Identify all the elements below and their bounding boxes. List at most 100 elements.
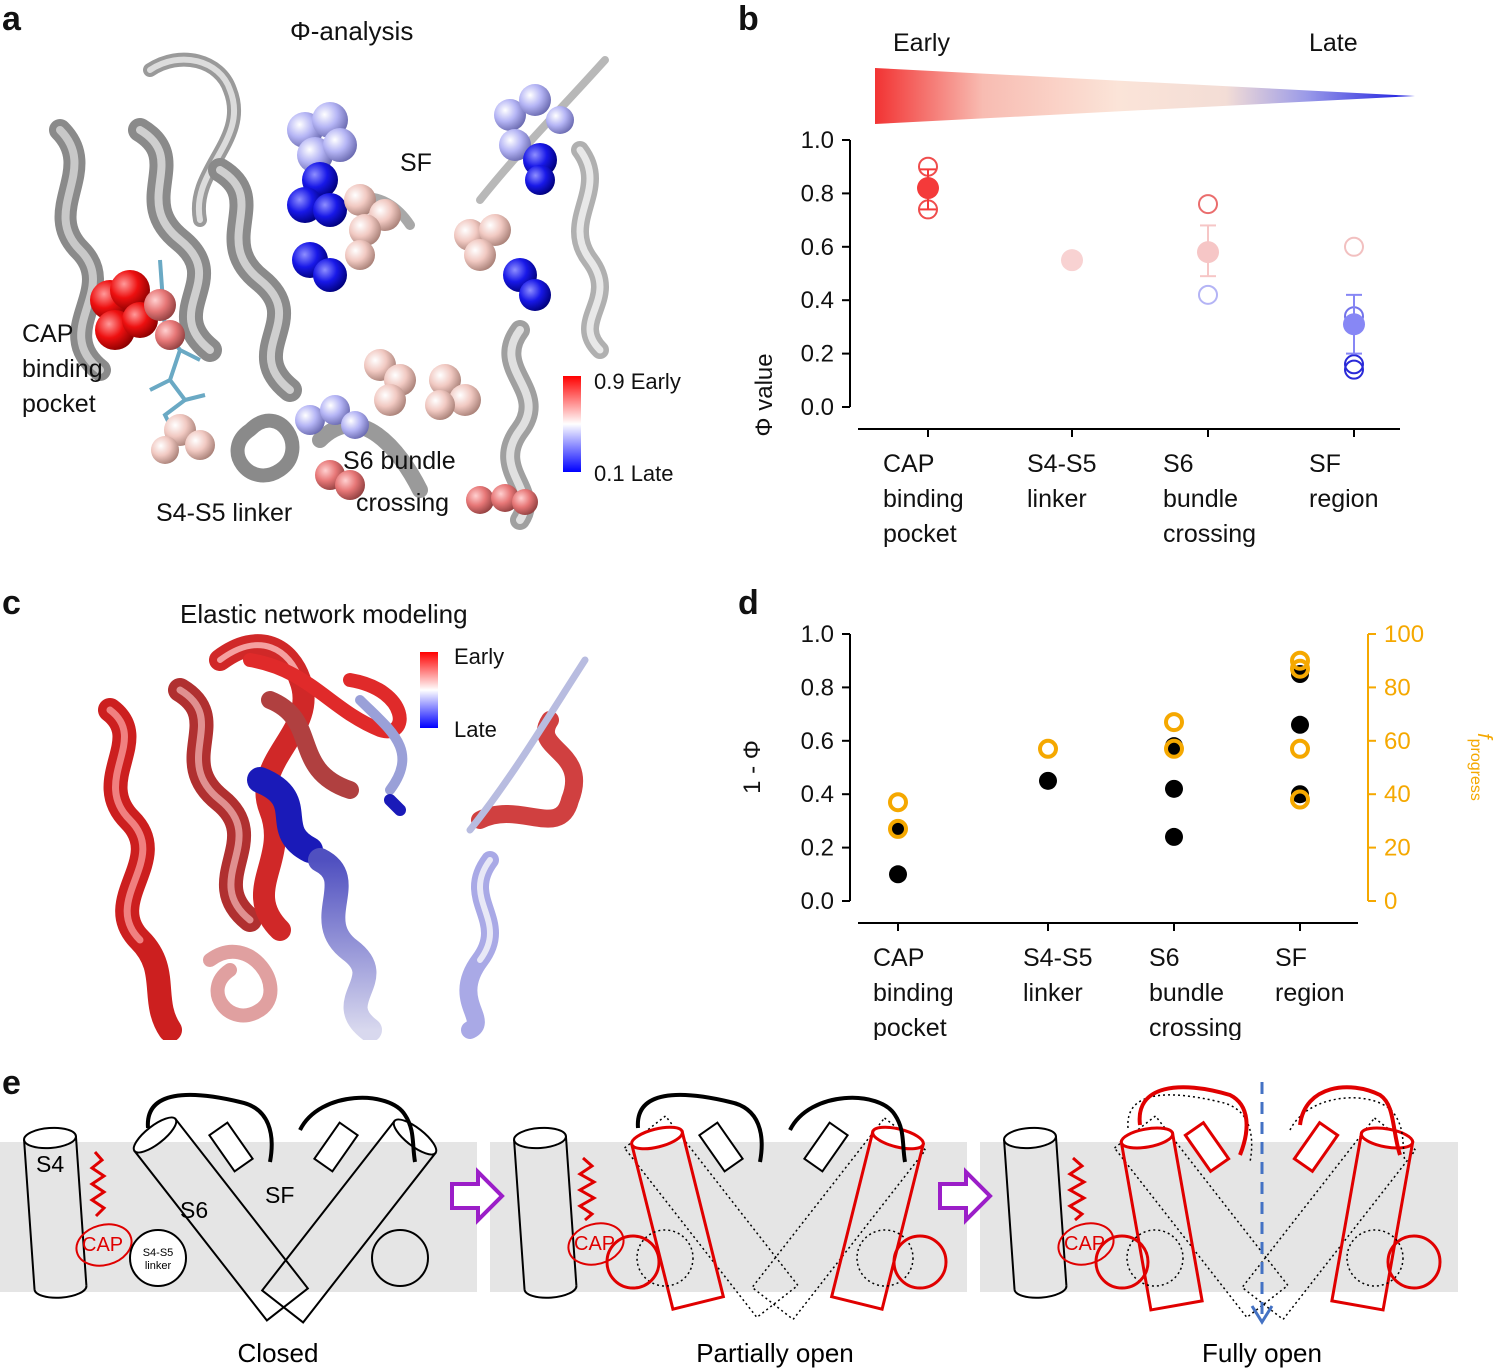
colorbar-a-bottom-label: 0.1 Late (594, 461, 674, 486)
f-progress-point (1290, 738, 1310, 759)
y2-tick-label-d: 40 (1384, 781, 1411, 808)
phi-point (1344, 359, 1364, 380)
y2-tick-label-d: 0 (1384, 888, 1397, 915)
y-tick-label-b: 0.4 (801, 287, 834, 314)
colorbar-c-top-label: Early (454, 644, 505, 669)
state-partially-open-label: Partially open (696, 1338, 854, 1368)
y2-tick-label-d: 60 (1384, 728, 1411, 755)
s4s5-label-line2: linker (145, 1260, 172, 1272)
f-progress-point (1164, 712, 1184, 733)
partially-open-state-diagram (512, 1092, 948, 1321)
x-tick-label-b: bundle (1163, 485, 1238, 513)
panel-a-colorbar (563, 376, 581, 472)
s4-label: S4 (36, 1151, 64, 1177)
phi-analysis-structure (49, 52, 609, 530)
y-tick-label-d: 0.2 (801, 835, 834, 862)
y-tick-label-d: 0.8 (801, 674, 834, 701)
x-tick-label-b: region (1309, 485, 1379, 513)
one-minus-phi-axis-label: 1 - Φ (739, 740, 766, 794)
s4s5-linker-circle-closed (129, 1229, 187, 1287)
phi-value-axis-label: Φ value (751, 353, 778, 436)
cap-label-full: CAP (1064, 1233, 1105, 1255)
one-minus-phi-point (1039, 771, 1057, 790)
one-minus-phi-point (889, 865, 907, 884)
y2-tick-label-d: 20 (1384, 835, 1411, 862)
f-progress-point (1290, 789, 1310, 810)
x-tick-label-d: binding (873, 979, 954, 1007)
phi-mean-point (1343, 313, 1365, 336)
f-progress-axis-label: fprogress (1467, 733, 1495, 801)
x-tick-label-d: S6 (1149, 944, 1180, 972)
y-tick-label-d: 0.4 (801, 781, 834, 808)
s4s5-linker-label: S4-S5 linker (156, 499, 293, 527)
fully-open-state-diagram (1002, 1082, 1442, 1325)
one-minus-phi-point (1291, 785, 1309, 804)
s6-bundle-label-line1: S6 bundle (343, 447, 456, 475)
x-tick-label-b: linker (1027, 485, 1087, 513)
x-tick-label-b: SF (1309, 450, 1341, 478)
panel-c-letter: c (2, 584, 21, 622)
panel-d-letter: d (738, 584, 759, 622)
cap-label-line2: binding (22, 355, 103, 383)
sf-label: SF (400, 149, 432, 177)
s6-label: S6 (180, 1197, 208, 1223)
colorbar-a-top-label: 0.9 Early (594, 369, 681, 394)
elastic-network-structure (98, 634, 589, 1040)
transition-arrow-2 (938, 1167, 993, 1225)
phi-mean-point (1061, 249, 1083, 272)
x-tick-label-d: bundle (1149, 979, 1224, 1007)
panel-c-title: Elastic network modeling (180, 599, 468, 629)
phi-mean-point (1197, 241, 1219, 264)
x-tick-label-d: linker (1023, 979, 1083, 1007)
y-tick-label-d: 1.0 (801, 621, 834, 648)
x-tick-label-d: S4-S5 (1023, 944, 1092, 972)
f-progress-point (1290, 650, 1310, 671)
panel-a-title: Φ-analysis (290, 16, 414, 46)
x-tick-label-d: CAP (873, 944, 924, 972)
y2-tick-label-d: 100 (1384, 621, 1424, 648)
transition-arrow-1 (450, 1167, 505, 1225)
one-minus-phi-chart: 0.0 0.2 0.4 0.6 0.8 1.0 0 20 40 60 80 100 CAP binding… (739, 621, 1495, 1040)
x-tick-label-d: region (1275, 979, 1345, 1007)
gradient-late-label: Late (1309, 29, 1358, 57)
closed-state-diagram (22, 1092, 438, 1324)
y-tick-label-b: 0.2 (801, 341, 834, 368)
f-progress-point (1290, 658, 1310, 679)
s6-bundle-label-line2: crossing (356, 489, 450, 517)
y-tick-label-d: 0.6 (801, 728, 834, 755)
panel-c-colorbar (420, 652, 438, 728)
x-tick-label-d: crossing (1149, 1014, 1242, 1040)
f-progress-point (888, 792, 908, 813)
panel-a-letter: a (2, 0, 21, 38)
cap-label-closed: CAP (82, 1234, 123, 1256)
s4s5-label-line1: S4-S5 (143, 1247, 174, 1259)
y-tick-label-b: 0.8 (801, 180, 834, 207)
phi-value-chart: 0.0 0.2 0.4 0.6 0.8 1.0 CAP binding pocket S4-S5 l… (751, 127, 1400, 548)
state-closed-label: Closed (238, 1338, 319, 1368)
x-tick-label-b: pocket (883, 520, 957, 548)
state-fully-open-label: Fully open (1202, 1338, 1322, 1368)
f-progress-point (1164, 738, 1184, 759)
one-minus-phi-point (1165, 779, 1183, 798)
panel-b-letter: b (738, 0, 759, 38)
cap-ellipse-closed (75, 1223, 133, 1267)
cap-label-line1: CAP (22, 320, 74, 348)
x-tick-label-b: S4-S5 (1027, 450, 1096, 478)
panel-e-letter: e (2, 1064, 21, 1102)
phi-mean-point (917, 177, 939, 200)
phi-point (1198, 284, 1218, 305)
cap-label-partial: CAP (574, 1233, 615, 1255)
x-tick-label-b: binding (883, 485, 964, 513)
f-progress-point (888, 818, 908, 839)
one-minus-phi-point (1291, 715, 1309, 734)
x-tick-label-d: SF (1275, 944, 1307, 972)
phi-point (1344, 354, 1364, 375)
gating-schematic: S4 S6 SF CAP S4-S5 linker CAP (0, 1082, 1458, 1368)
phi-point (1198, 194, 1218, 215)
x-tick-label-b: CAP (883, 450, 934, 478)
y-tick-label-d: 0.0 (801, 888, 834, 915)
y-tick-label-b: 0.6 (801, 234, 834, 261)
x-tick-label-b: S6 (1163, 450, 1194, 478)
x-tick-label-d: pocket (873, 1014, 947, 1040)
early-late-gradient-wedge (875, 68, 1415, 124)
